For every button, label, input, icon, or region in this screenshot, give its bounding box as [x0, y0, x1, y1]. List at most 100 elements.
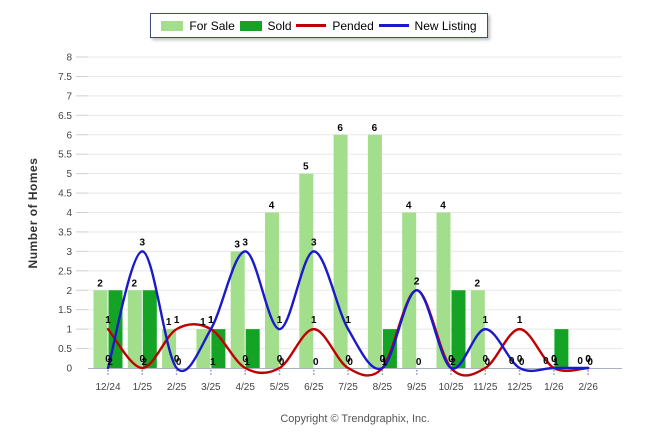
- legend-item-label: For Sale: [189, 18, 235, 33]
- x-tick-label: 8/25: [373, 382, 393, 393]
- line-pended: [106, 289, 590, 377]
- legend-item-sold: Sold: [239, 18, 292, 33]
- x-tick-label: 10/25: [438, 382, 463, 393]
- bar-sold-10/25: [451, 290, 466, 368]
- label-for-sale-6/25: 5: [303, 162, 309, 173]
- label-for-sale-7/25: 6: [337, 123, 343, 134]
- label-sold-12/24: 2: [107, 357, 113, 368]
- y-axis-labels: 0 0.5 1 1.5 2 2.5 3 3.5 4 4.5 5 5.5 6 6.5 7 7.5 8: [58, 53, 72, 375]
- label-for-sale-2/25: 1: [166, 317, 172, 328]
- label-new-listing-10/25: 0: [448, 354, 454, 365]
- label-pended-4/25: 0: [242, 354, 248, 365]
- label-sold-2/25: 0: [176, 357, 182, 368]
- bar-for-sale-1/25: [127, 290, 142, 368]
- label-pended-1/26: 0: [551, 354, 557, 365]
- label-sold-7/25: 0: [347, 357, 353, 368]
- label-pended-12/24: 1: [105, 315, 111, 326]
- label-for-sale-3/25: 1: [200, 317, 206, 328]
- y-tick-label: 2.5: [58, 266, 72, 277]
- label-pended-2/25: 1: [174, 315, 180, 326]
- x-tick-label: 2/26: [578, 382, 598, 393]
- y-tick-label: 3: [66, 247, 72, 258]
- x-tick-label: 5/25: [270, 382, 290, 393]
- label-for-sale-12/25: 0: [509, 356, 515, 367]
- bar-for-sale-9/25: [402, 212, 417, 368]
- y-tick-label: 5.5: [58, 150, 72, 161]
- label-pended-12/25: 1: [517, 315, 523, 326]
- label-sold-11/25: 0: [485, 357, 491, 368]
- label-sold-1/26: 1: [553, 357, 559, 368]
- label-new-listing-9/25: 2: [414, 276, 420, 287]
- bar-for-sale-10/25: [436, 212, 451, 368]
- label-new-listing-3/25: 1: [208, 315, 214, 326]
- label-new-listing-11/25: 1: [483, 315, 489, 326]
- x-tick-label: 7/25: [338, 382, 358, 393]
- label-sold-2/26: 0: [587, 357, 593, 368]
- y-axis-title: Number of Homes: [26, 157, 40, 269]
- label-sold-4/25: 1: [244, 357, 250, 368]
- x-tick-label: 12/24: [95, 382, 120, 393]
- label-pended-1/25: 0: [140, 354, 146, 365]
- label-pended-5/25: 0: [277, 354, 283, 365]
- x-tick-label: 12/25: [507, 382, 532, 393]
- label-for-sale-12/24: 2: [97, 278, 103, 289]
- label-pended-7/25: 0: [345, 354, 351, 365]
- label-for-sale-8/25: 6: [372, 123, 378, 134]
- label-sold-1/25: 2: [142, 357, 148, 368]
- label-pended-10/25: 0: [448, 354, 454, 365]
- bar-sold-4/25: [245, 329, 260, 368]
- label-sold-8/25: 1: [382, 357, 388, 368]
- y-tick-label: 2: [66, 286, 72, 297]
- x-tick-label: 1/26: [544, 382, 564, 393]
- y-tick-label: 7.5: [58, 72, 72, 83]
- bar-for-sale-11/25: [470, 290, 485, 368]
- label-for-sale-1/25: 2: [132, 278, 138, 289]
- data-labels: 2210220310101111310340015013600161004022…: [97, 123, 593, 368]
- y-tick-label: 0: [66, 364, 72, 375]
- label-new-listing-4/25: 3: [242, 237, 248, 248]
- y-tick-label: 5: [66, 169, 72, 180]
- bar-for-sale-7/25: [333, 134, 348, 368]
- bar-sold-1/25: [142, 290, 157, 368]
- label-for-sale-11/25: 2: [475, 278, 481, 289]
- x-tick-label: 3/25: [201, 382, 221, 393]
- for-sale-swatch-icon: [161, 20, 184, 31]
- x-tick-label: 4/25: [235, 382, 255, 393]
- line-new-listing: [106, 250, 590, 373]
- label-for-sale-9/25: 4: [406, 201, 412, 212]
- legend-item-label: Pended: [332, 18, 374, 33]
- label-for-sale-5/25: 4: [269, 201, 275, 212]
- label-for-sale-10/25: 4: [440, 201, 446, 212]
- label-new-listing-12/24: 0: [105, 354, 111, 365]
- label-pended-8/25: 0: [380, 354, 386, 365]
- sold-swatch-icon: [239, 20, 262, 31]
- y-tick-label: 8: [66, 53, 72, 64]
- label-sold-12/25: 0: [519, 357, 525, 368]
- bar-for-sale-6/25: [299, 173, 314, 368]
- legend-item-new-listing: New Listing: [378, 19, 477, 33]
- label-pended-11/25: 0: [483, 354, 489, 365]
- y-tick-label: 6.5: [58, 111, 72, 122]
- legend: For Sale Sold Pended New Listing: [150, 13, 488, 38]
- new-listing-swatch-icon: [378, 24, 409, 27]
- y-tick-label: 6: [66, 130, 72, 141]
- label-sold-3/25: 1: [210, 357, 216, 368]
- bar-sold-1/26: [554, 329, 569, 368]
- line-series: [106, 250, 590, 377]
- bar-for-sale-4/25: [230, 251, 245, 368]
- y-axis-ticks: [76, 56, 88, 350]
- pended-swatch-icon: [296, 24, 327, 27]
- legend-item-label: Sold: [267, 18, 292, 33]
- label-new-listing-2/26: 0: [585, 354, 591, 365]
- x-tick-label: 6/25: [304, 382, 324, 393]
- label-sold-9/25: 0: [416, 357, 422, 368]
- y-tick-label: 7: [66, 91, 72, 102]
- y-tick-label: 4.5: [58, 189, 72, 200]
- label-new-listing-2/25: 0: [174, 354, 180, 365]
- legend-item-for-sale: For Sale: [161, 18, 235, 33]
- x-tick-label: 2/25: [167, 382, 187, 393]
- label-new-listing-6/25: 3: [311, 237, 317, 248]
- label-pended-2/26: 0: [585, 354, 591, 365]
